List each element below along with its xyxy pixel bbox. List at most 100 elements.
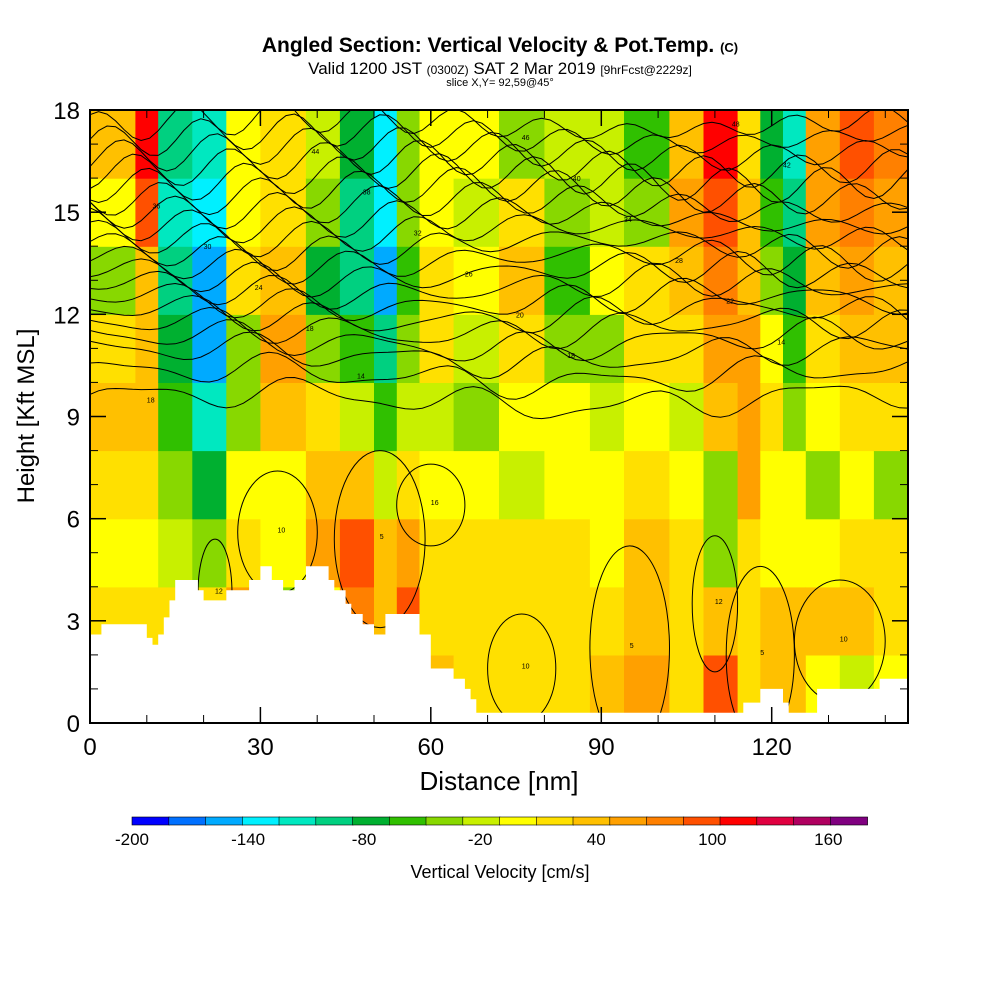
velocity-cell (192, 382, 227, 452)
x-tick-label: 30 (247, 734, 274, 761)
isentrope-line (90, 277, 908, 322)
velocity-cell (669, 382, 705, 452)
velocity-cell (158, 110, 193, 179)
velocity-cell (805, 178, 841, 247)
isentrope-label: 14 (777, 340, 785, 347)
colorbar-label: Vertical Velocity [cm/s] (410, 862, 590, 882)
velocity-cell (737, 110, 761, 179)
velocity-cell (805, 518, 841, 588)
colorbar-tick-label: -140 (231, 830, 265, 849)
isentrope-line (90, 182, 908, 230)
velocity-cell (135, 178, 159, 247)
colorbar-swatch (315, 816, 354, 826)
velocity-cell (669, 178, 705, 247)
velocity-cell (783, 382, 807, 452)
velocity-cell (192, 246, 227, 315)
isentrope-line (90, 166, 908, 216)
x-tick-label: 60 (417, 734, 444, 761)
subtitle-forecast: [9hrFcst@2229z] (600, 63, 692, 77)
velocity-cell (226, 450, 261, 520)
terrain-area (90, 566, 908, 723)
velocity-cell (760, 178, 784, 247)
colorbar-swatch (499, 816, 538, 826)
colorbar-swatch (425, 816, 464, 826)
colorbar-swatch (131, 816, 170, 826)
colorbar-swatch (278, 816, 317, 826)
subtitle-zulu-time: (0300Z) (426, 63, 469, 77)
velocity-cell (453, 246, 500, 315)
velocity-cell (499, 178, 545, 247)
velocity-cell (783, 518, 807, 588)
velocity-cell (305, 382, 341, 452)
velocity-cell (135, 382, 159, 452)
y-tick-label: 12 (53, 302, 80, 329)
velocity-cell (805, 246, 841, 315)
velocity-cell (396, 246, 421, 315)
lower-contour-label: 10 (840, 636, 848, 643)
velocity-cell (760, 586, 784, 656)
colorbar-tick-label: 100 (698, 830, 726, 849)
isentrope-label: 38 (363, 190, 371, 197)
lower-contour-label: 10 (278, 527, 286, 534)
lower-contour-line (487, 613, 557, 723)
isentrope-line (90, 316, 908, 362)
velocity-cell (669, 586, 705, 656)
velocity-cell (839, 314, 875, 383)
velocity-cell (624, 382, 670, 452)
velocity-cell (544, 586, 591, 656)
isentrope-line (90, 153, 908, 204)
colorbar-swatch (793, 816, 832, 826)
velocity-cell (669, 654, 705, 723)
velocity-cell (589, 246, 625, 315)
lower-temperature-contours: 12 10 5 10 5 5 10 12 16 (197, 450, 886, 723)
velocity-cell (703, 246, 739, 315)
velocity-cell (703, 450, 739, 520)
velocity-cell (805, 450, 841, 520)
isentrope-label: 36 (153, 203, 161, 210)
velocity-cell (783, 586, 807, 656)
velocity-cell (783, 314, 807, 383)
velocity-cell (805, 586, 841, 656)
velocity-cell (544, 654, 591, 723)
velocity-cell (374, 178, 398, 247)
velocity-cell (669, 246, 705, 315)
velocity-cell (544, 518, 591, 588)
isentrope-label: 46 (522, 135, 530, 142)
velocity-cell (624, 450, 670, 520)
isentrope-label: 32 (414, 231, 422, 238)
velocity-cell (499, 450, 545, 520)
isentrope-line (90, 140, 908, 189)
velocity-cell (419, 450, 455, 520)
velocity-cell (703, 518, 739, 588)
colorbar-swatch (646, 816, 685, 826)
colorbar-swatch (682, 816, 721, 826)
velocity-cell (419, 110, 455, 179)
velocity-cell (305, 450, 341, 520)
isentrope-label: 18 (147, 398, 155, 405)
velocity-cell (192, 518, 227, 588)
colorbar-tick-label: 160 (814, 830, 842, 849)
velocity-cell (374, 518, 398, 588)
isentrope-label: 30 (204, 244, 212, 251)
velocity-cell (374, 314, 398, 383)
lower-contour-label: 16 (431, 500, 439, 507)
isentrope-label: 48 (732, 122, 740, 129)
lower-contour-line (691, 535, 739, 673)
velocity-cell (703, 586, 739, 656)
lower-contour-line (725, 565, 795, 723)
lower-contour-label: 10 (522, 664, 530, 671)
velocity-cell (226, 518, 261, 588)
velocity-cell (453, 382, 500, 452)
y-tick-label: 15 (53, 200, 80, 227)
velocity-cell (499, 654, 545, 723)
velocity-cell (760, 382, 784, 452)
velocity-cell (669, 314, 705, 383)
velocity-cell (260, 110, 307, 179)
velocity-cell (589, 178, 625, 247)
velocity-cell (624, 314, 670, 383)
velocity-cell (260, 450, 307, 520)
velocity-cell (396, 518, 421, 588)
isentrope-line (90, 113, 908, 156)
chart-title-text: Angled Section: Vertical Velocity & Pot.… (261, 34, 715, 57)
velocity-cell (589, 450, 625, 520)
